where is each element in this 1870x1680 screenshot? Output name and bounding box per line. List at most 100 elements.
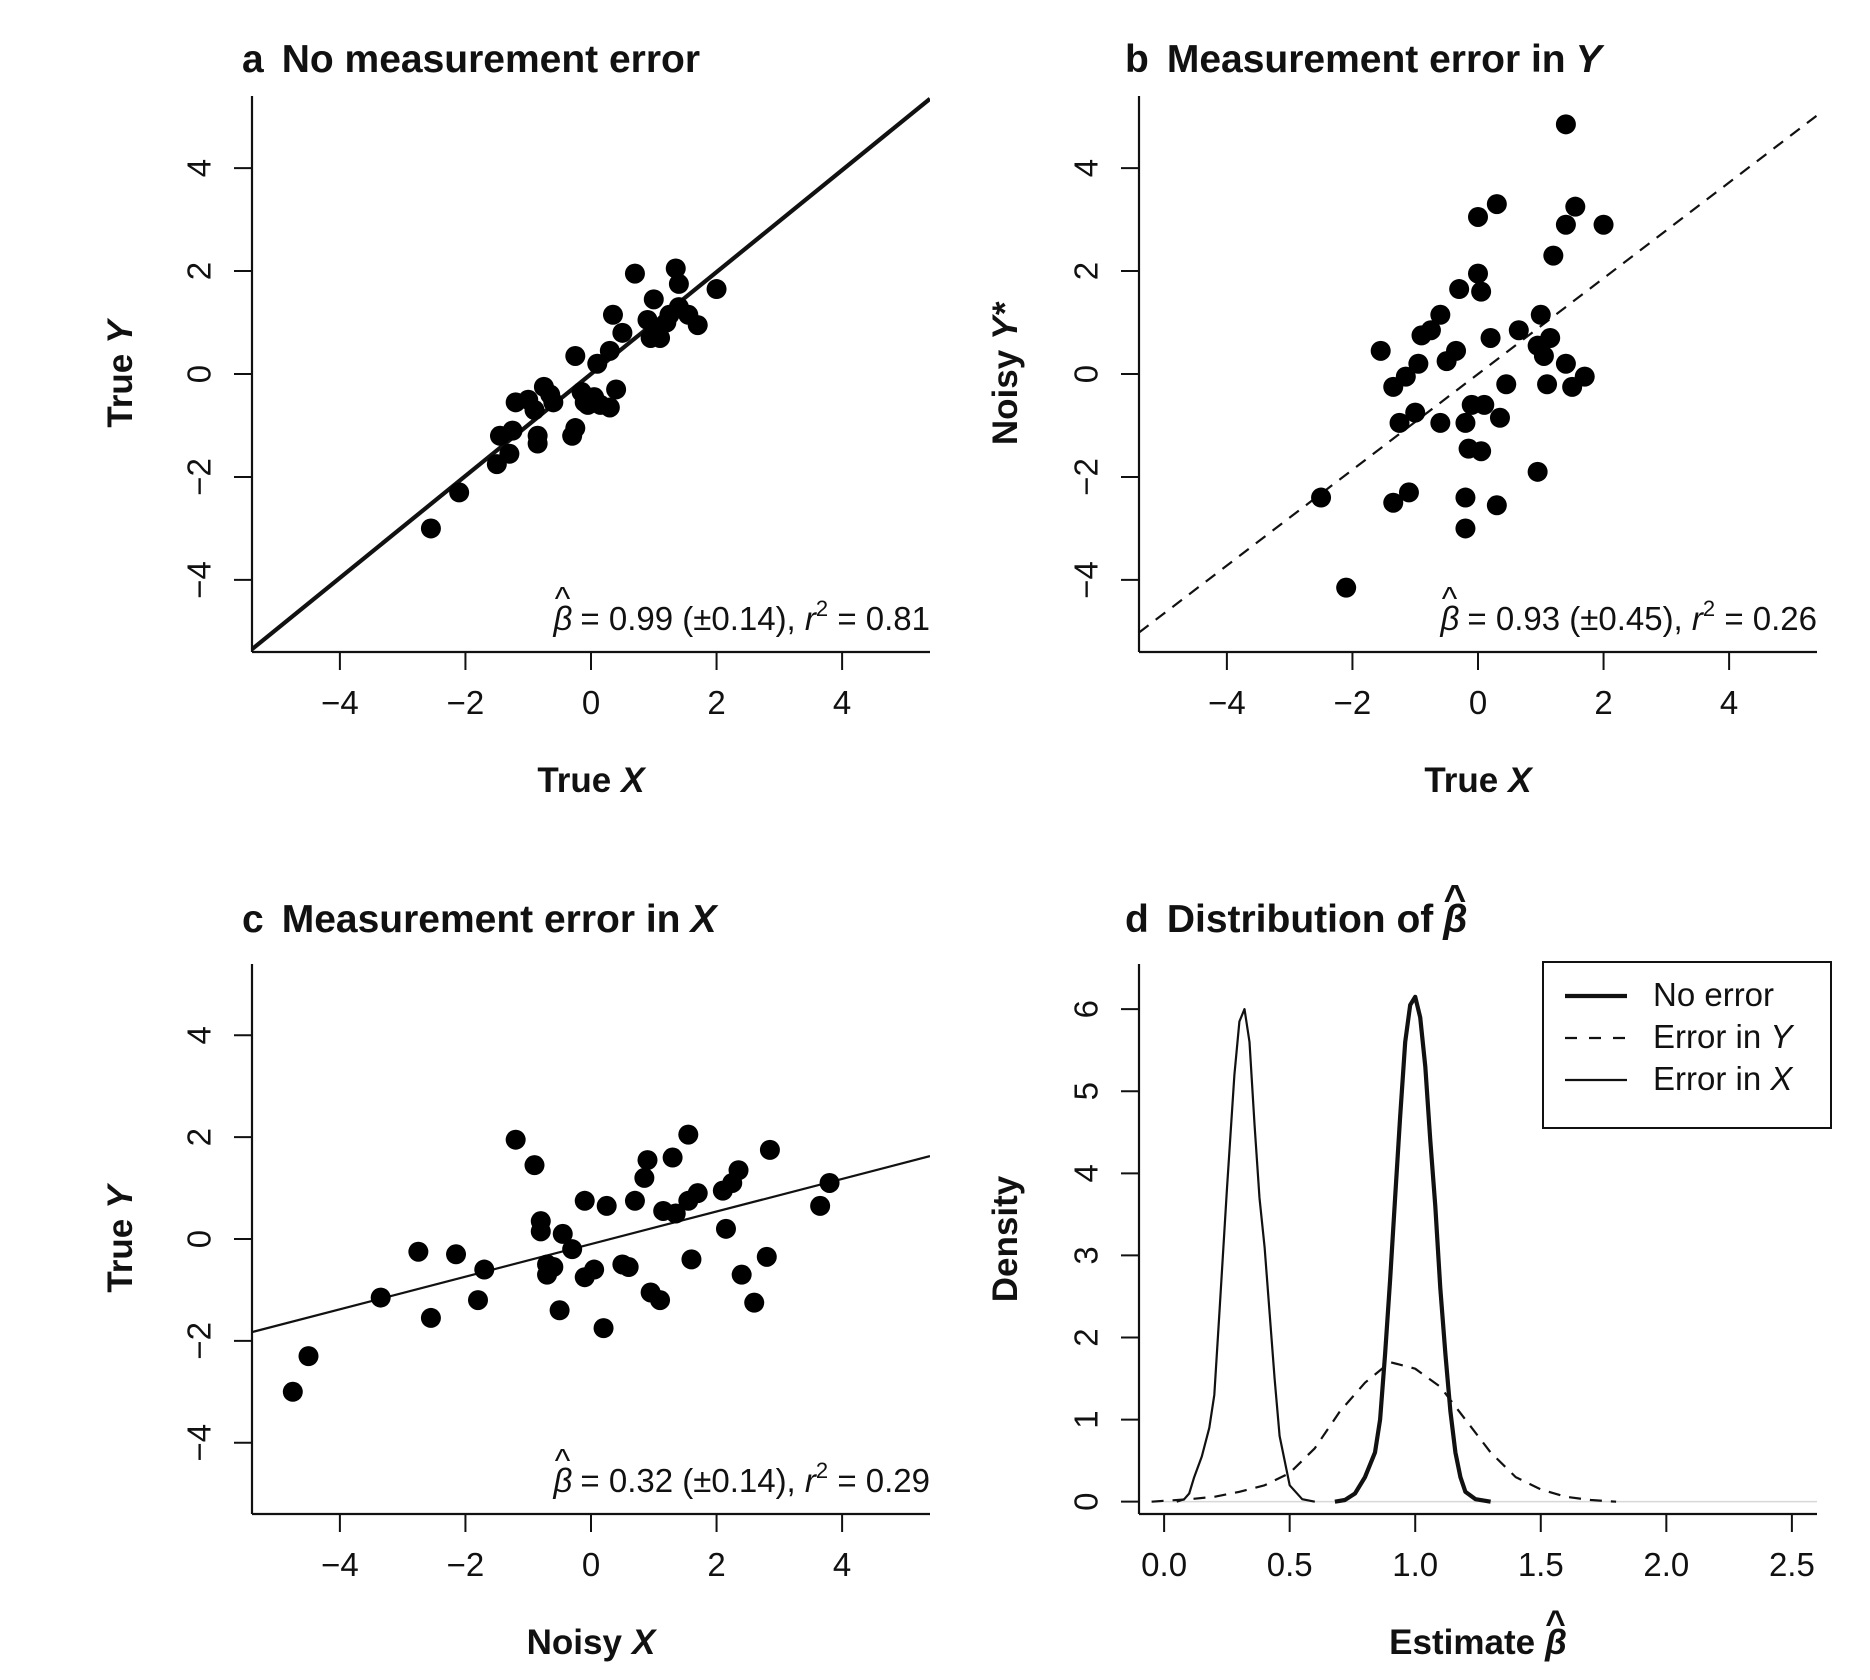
data-point — [602, 304, 623, 325]
y-tick-label: 2 — [181, 1128, 218, 1146]
x-tick-label: 0 — [582, 684, 600, 721]
data-point — [524, 1155, 545, 1176]
y-tick-label: 5 — [1068, 1082, 1105, 1100]
data-point — [1555, 214, 1576, 235]
data-point — [650, 1290, 671, 1311]
data-point — [596, 1195, 617, 1216]
data-point — [499, 443, 520, 464]
title-beta-symbol: β — [1442, 898, 1467, 941]
legend-label-italic: X — [1769, 1060, 1794, 1097]
data-point — [1471, 281, 1492, 302]
data-point — [681, 1249, 702, 1270]
legend-label-text: Error in — [1653, 1018, 1770, 1055]
data-point — [489, 425, 510, 446]
data-point — [1593, 214, 1614, 235]
fit-annotation: β = 0.32 (±0.14), r2 = 0.29 — [553, 1458, 930, 1499]
data-point — [1496, 374, 1517, 395]
x-axis-label-italic: X — [619, 761, 647, 800]
x-axis-label: True X — [1424, 761, 1534, 800]
data-point — [1455, 487, 1476, 508]
x-axis-label-italic: β — [1544, 1623, 1567, 1662]
x-axis-label-italic: X — [630, 1623, 658, 1662]
annotation-r-symbol: r — [1692, 600, 1705, 637]
y-tick-label: 4 — [1068, 159, 1105, 177]
data-point — [565, 418, 586, 439]
x-tick-label: 2 — [707, 1546, 725, 1583]
data-point — [665, 1203, 686, 1224]
y-tick-label: −4 — [1068, 561, 1105, 599]
data-point — [282, 1381, 303, 1402]
panel-c: c Measurement error in X−4 −2 0 2 4−4−2024Nois… — [101, 898, 930, 1662]
data-point — [1486, 495, 1507, 516]
data-point — [728, 1160, 749, 1181]
data-point — [1398, 482, 1419, 503]
data-point — [1471, 441, 1492, 462]
panel-title: a No measurement error — [242, 38, 700, 81]
x-tick-label: 2 — [707, 684, 725, 721]
data-point — [587, 353, 608, 374]
data-point — [744, 1292, 765, 1313]
x-tick-label: −2 — [447, 1546, 485, 1583]
data-point — [593, 1318, 614, 1339]
data-point — [643, 289, 664, 310]
data-point — [543, 1257, 564, 1278]
y-tick-label: −4 — [181, 1424, 218, 1462]
data-point — [562, 1239, 583, 1260]
data-point — [650, 327, 671, 348]
data-point — [574, 1190, 595, 1211]
panel-title: b Measurement error in Y — [1125, 38, 1605, 81]
data-point — [1468, 206, 1488, 227]
data-point — [446, 1244, 467, 1265]
x-axis-label-text: True — [537, 761, 611, 800]
data-point — [420, 518, 441, 539]
data-point — [634, 1167, 655, 1188]
x-tick-label: −4 — [321, 1546, 359, 1583]
data-point — [1537, 374, 1558, 395]
legend-label-text: Error in — [1653, 1060, 1770, 1097]
data-point — [819, 1172, 840, 1193]
data-point — [1565, 196, 1586, 217]
y-tick-label: 4 — [181, 159, 218, 177]
regression-line — [252, 1155, 930, 1334]
data-point — [1449, 279, 1470, 300]
y-axis-label-italic: Y — [101, 1183, 140, 1209]
data-point — [1408, 353, 1429, 374]
y-axis-label-text: True — [101, 354, 140, 428]
data-point — [1430, 304, 1451, 325]
y-tick-label: 2 — [1068, 1328, 1105, 1346]
panel-title-text: No measurement error — [282, 38, 700, 81]
x-axis-label-italic: X — [1506, 761, 1534, 800]
y-tick-label: 2 — [181, 262, 218, 280]
y-tick-label: −2 — [1068, 458, 1105, 496]
annotation-beta-hat: ^ — [555, 1442, 571, 1479]
annotation-beta-symbol: β — [1440, 600, 1460, 637]
data-point — [1574, 366, 1595, 387]
data-point — [1436, 351, 1457, 372]
data-point — [370, 1287, 391, 1308]
x-tick-label: 0 — [1469, 684, 1487, 721]
data-point — [1383, 492, 1404, 513]
panel-d: d Distribution of β^0.0 0.5 1.0 1.5 2.0 2.50123… — [986, 878, 1832, 1662]
data-point — [637, 1150, 658, 1171]
title-beta-hat: ^ — [1444, 878, 1467, 921]
x-tick-label: 0.5 — [1267, 1546, 1313, 1583]
x-tick-label: −4 — [1208, 684, 1246, 721]
data-point — [468, 1290, 488, 1311]
regression-line — [252, 97, 930, 651]
data-point — [810, 1195, 831, 1216]
data-point — [1533, 345, 1554, 366]
fit-annotation: β = 0.93 (±0.45), r2 = 0.26 — [1440, 596, 1817, 637]
y-tick-label: 0 — [1068, 1493, 1105, 1511]
fit-annotation: β = 0.99 (±0.14), r2 = 0.81 — [553, 596, 930, 637]
data-point — [584, 1259, 605, 1280]
data-point — [624, 1190, 645, 1211]
legend-label: Error in X — [1653, 1060, 1794, 1097]
data-point — [1405, 402, 1426, 423]
x-tick-label: 0.0 — [1141, 1546, 1187, 1583]
data-point — [1395, 366, 1416, 387]
y-tick-label: 6 — [1068, 1000, 1105, 1018]
data-point — [408, 1241, 429, 1262]
y-tick-label: 1 — [1068, 1410, 1105, 1428]
